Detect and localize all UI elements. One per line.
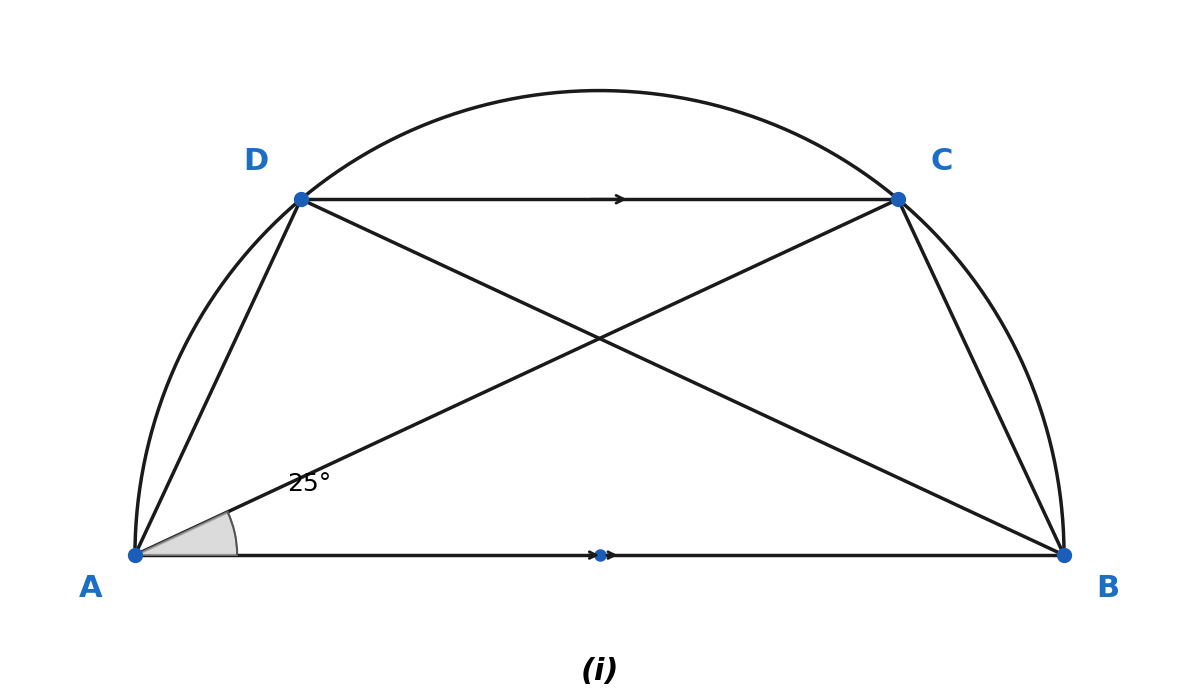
Text: D: D — [243, 147, 269, 176]
Wedge shape — [135, 512, 237, 555]
Text: A: A — [79, 574, 102, 603]
Text: B: B — [1097, 574, 1120, 603]
Text: C: C — [930, 147, 953, 176]
Text: 25°: 25° — [288, 472, 332, 496]
Text: (i): (i) — [580, 657, 619, 686]
